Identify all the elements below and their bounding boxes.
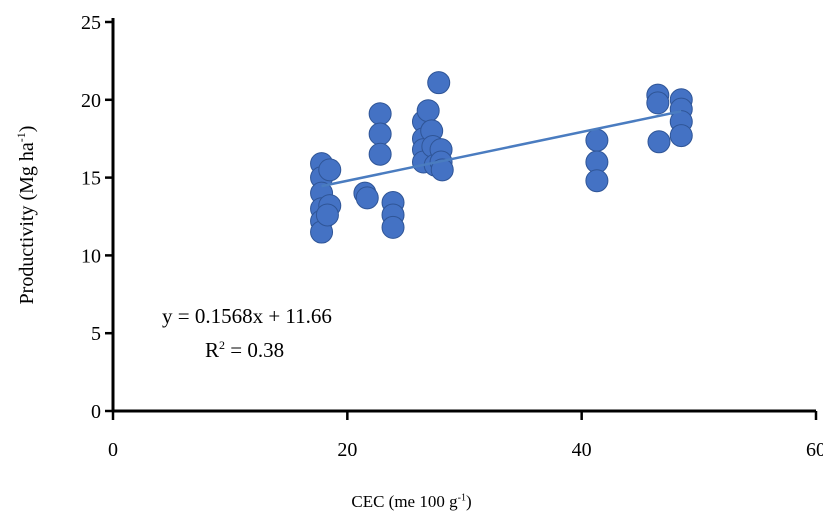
x-tick-label: 0 xyxy=(108,439,118,461)
axes xyxy=(105,18,818,420)
data-point xyxy=(430,158,454,182)
data-point xyxy=(585,169,609,193)
regression-equation: y = 0.1568x + 11.66 xyxy=(162,304,332,328)
data-point xyxy=(381,215,405,239)
x-axis-title: CEC (me 100 g-1) xyxy=(351,492,472,511)
data-point xyxy=(669,124,693,148)
y-axis-title: Productivity (Mg ha-1) xyxy=(14,126,38,305)
data-point xyxy=(368,102,392,126)
data-point xyxy=(318,158,342,182)
y-tick-label: 0 xyxy=(91,401,101,423)
x-tick-label: 20 xyxy=(337,439,357,461)
data-point xyxy=(416,99,440,123)
data-point xyxy=(315,203,339,227)
data-point xyxy=(368,122,392,146)
y-tick-label: 20 xyxy=(81,90,101,112)
r-squared-label: R2 = 0.38 xyxy=(205,338,285,362)
y-tick-label: 25 xyxy=(81,12,101,34)
plot-area xyxy=(310,71,693,244)
data-point xyxy=(647,130,671,154)
y-tick-label: 10 xyxy=(81,245,101,267)
data-point xyxy=(355,186,379,210)
data-point xyxy=(585,128,609,152)
x-tick-label: 60 xyxy=(806,439,823,461)
trendline xyxy=(321,110,682,188)
y-tick-label: 15 xyxy=(81,168,101,190)
y-tick-label: 5 xyxy=(91,323,101,345)
data-point xyxy=(368,142,392,166)
data-point xyxy=(427,71,451,95)
x-tick-label: 40 xyxy=(572,439,592,461)
data-point xyxy=(646,91,670,115)
